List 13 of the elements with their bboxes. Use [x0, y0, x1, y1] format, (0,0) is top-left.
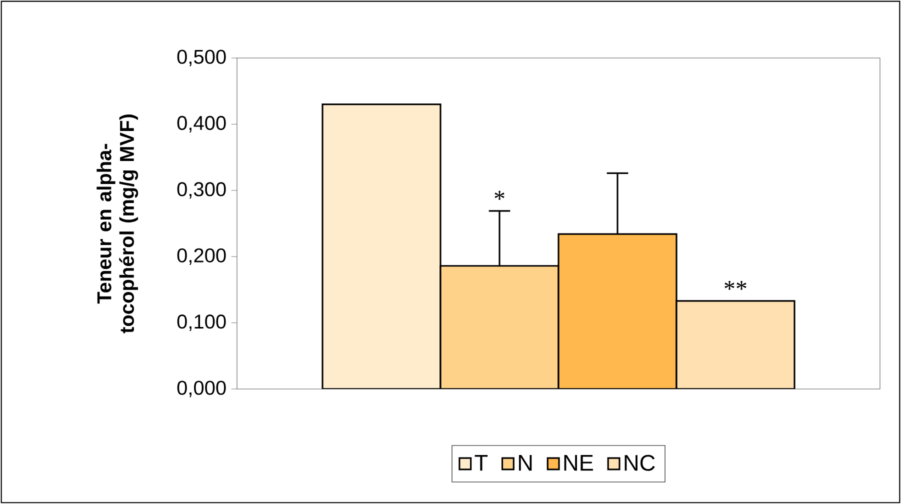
y-axis-title: Teneur en alpha-tocophérol (mg/g MVF) [96, 114, 138, 334]
legend-label: T [474, 454, 488, 471]
y-tick-label: 0,500 [177, 50, 226, 66]
legend-label: NE [564, 454, 593, 471]
legend-label: NC [624, 454, 655, 471]
legend-label: N [518, 454, 532, 471]
y-tick-label: 0,300 [177, 182, 226, 199]
y-tick-label: 0,400 [177, 116, 226, 132]
y-tick-label: 0,000 [177, 380, 226, 398]
y-tick-label: 0,100 [177, 314, 226, 332]
data-label: * [494, 190, 504, 200]
data-label: ** [724, 280, 746, 290]
y-tick-label: 0,200 [177, 248, 226, 265]
